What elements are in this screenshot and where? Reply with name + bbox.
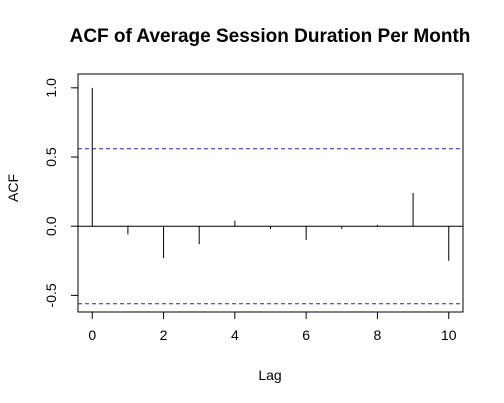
x-tick-label: 10: [441, 327, 457, 343]
y-tick-label: 1.0: [43, 78, 59, 98]
x-axis-label: Lag: [258, 367, 281, 383]
chart-title: ACF of Average Session Duration Per Mont…: [70, 26, 471, 47]
x-tick-label: 6: [302, 327, 310, 343]
x-tick-label: 2: [160, 327, 168, 343]
y-tick-label: 0.5: [43, 147, 59, 167]
y-axis-label: ACF: [5, 174, 21, 202]
y-tick-label: -0.5: [43, 283, 59, 307]
x-tick-label: 8: [374, 327, 382, 343]
y-tick-label: 0.0: [43, 216, 59, 236]
plot-frame: [77, 73, 464, 313]
x-tick-label: 4: [231, 327, 239, 343]
x-tick-label: 0: [88, 327, 96, 343]
x-axis: 0 2 4 6 8 10: [88, 311, 457, 343]
y-axis: -0.5 0.0 0.5 1.0: [43, 78, 79, 307]
plot-area: [77, 73, 464, 313]
